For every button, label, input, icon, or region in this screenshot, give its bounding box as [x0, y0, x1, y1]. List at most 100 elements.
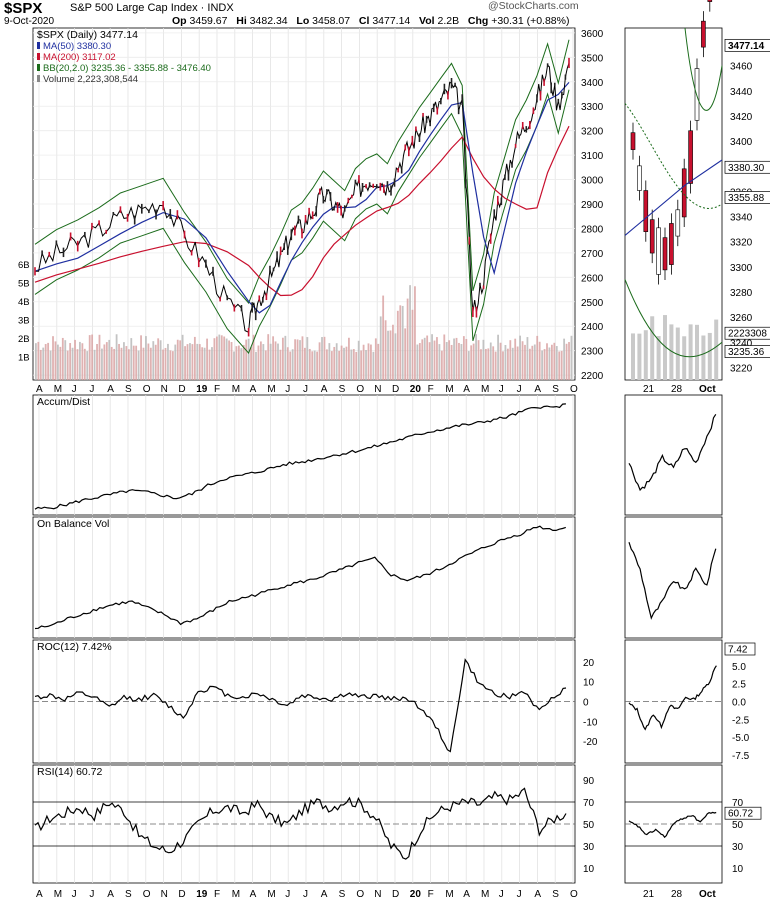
- price-candle: [507, 170, 510, 181]
- volume-bar: [326, 349, 328, 380]
- rsi-y-tick: 30: [583, 842, 595, 853]
- volume-bar: [565, 343, 568, 380]
- volume-bar: [98, 334, 101, 380]
- volume-bar: [225, 338, 228, 380]
- obv-line: [34, 525, 566, 630]
- volume-bar: [52, 336, 54, 380]
- volume-bar: [511, 347, 514, 380]
- price-candle: [529, 121, 531, 130]
- volume-bar: [101, 348, 103, 380]
- volume-bar: [335, 343, 338, 380]
- volume-bar: [39, 349, 42, 380]
- volume-bar: [519, 335, 521, 380]
- price-candle: [283, 243, 285, 250]
- volume-bar: [379, 316, 382, 380]
- price-candle: [55, 240, 58, 245]
- price-candle: [518, 134, 520, 139]
- volume-bar: [105, 342, 108, 380]
- zoom-candle: [656, 227, 661, 275]
- accum-dist-line: [34, 403, 566, 510]
- volume-bar: [426, 335, 429, 380]
- volume-bar: [228, 340, 230, 380]
- price-candle: [497, 195, 499, 205]
- price-candle: [205, 259, 207, 268]
- zoom-roc-y-tick: -5.0: [732, 733, 750, 744]
- volume-bar: [352, 349, 355, 380]
- price-y-tick: 3400: [581, 78, 604, 89]
- volume-bar: [465, 339, 468, 380]
- volume-bar: [140, 335, 142, 380]
- zoom-x-label: 21: [643, 889, 655, 900]
- zoom-y-tick: 3300: [730, 263, 753, 274]
- price-candle: [265, 293, 268, 301]
- price-legend-entry: MA(50) 3380.30: [43, 41, 111, 52]
- x-month-label: J: [285, 384, 290, 395]
- price-candle: [247, 327, 250, 337]
- index-name-text: S&P 500 Large Cap Index: [70, 2, 198, 14]
- price-candle: [279, 246, 282, 256]
- legend-swatch: [37, 64, 40, 71]
- source-credit[interactable]: @StockCharts.com: [488, 0, 579, 12]
- price-y-tick: 3100: [581, 151, 604, 162]
- price-candle: [521, 122, 524, 130]
- volume-bar: [196, 343, 199, 380]
- price-candle: [133, 215, 136, 225]
- price-candle: [472, 306, 474, 317]
- roc-line: [34, 658, 567, 753]
- x-month-label: A: [463, 889, 470, 900]
- zoom-y-tick: 3280: [730, 288, 753, 299]
- price-candle: [408, 146, 410, 157]
- volume-bar: [475, 334, 477, 380]
- x-month-label: J: [72, 889, 77, 900]
- zoom-x-label: Oct: [699, 889, 716, 900]
- price-candle: [326, 189, 328, 195]
- zoom-volume-bar: [643, 330, 648, 380]
- zoom-bb-low-tag-box: [724, 345, 770, 358]
- volume-bar: [132, 345, 135, 380]
- volume-bar: [304, 347, 306, 380]
- price-candle: [425, 115, 428, 123]
- price-candle: [322, 196, 325, 204]
- volume-bar: [308, 348, 311, 380]
- exchange-text: INDX: [207, 2, 234, 14]
- zoom-candle: [643, 190, 649, 232]
- price-legend-entry: BB(20,2.0) 3235.36 - 3355.88 - 3476.40: [43, 63, 211, 74]
- price-candle: [176, 210, 179, 220]
- price-candle: [251, 302, 253, 313]
- price-candle: [119, 206, 122, 213]
- volume-bar: [93, 349, 96, 380]
- volume-bar: [343, 347, 345, 380]
- zoom-ma50-line: [624, 159, 723, 236]
- price-candle: [411, 135, 414, 146]
- price-candle: [262, 296, 264, 303]
- x-month-label: 19: [196, 384, 208, 395]
- panel-frame-obv: [32, 516, 576, 639]
- x-month-label: M: [54, 384, 62, 395]
- volume-bar: [286, 347, 289, 380]
- volume-bar: [377, 343, 380, 380]
- zoom-bb-low-tag: 3235.36: [728, 347, 765, 358]
- price-candle: [155, 209, 157, 220]
- volume-bar: [79, 341, 81, 380]
- zoom-volume-bar: [631, 333, 635, 380]
- zoom-y-tick: 3240: [730, 338, 753, 349]
- volume-bar: [399, 305, 402, 380]
- volume-bar: [54, 341, 57, 380]
- volume-value: 2.2B: [437, 15, 460, 27]
- price-candle: [372, 183, 374, 188]
- volume-bar: [71, 347, 74, 380]
- roc-y-tick: 20: [583, 658, 595, 669]
- x-month-label: J: [72, 384, 77, 395]
- volume-bar: [570, 335, 573, 380]
- volume-bar: [541, 350, 544, 380]
- x-month-label: M: [481, 889, 489, 900]
- volume-bar: [64, 340, 67, 380]
- zoom-candle: [701, 20, 706, 48]
- volume-bar: [470, 345, 473, 380]
- volume-bar: [316, 351, 319, 380]
- ma200-line: [34, 125, 570, 297]
- volume-bar: [499, 342, 502, 380]
- price-candle: [84, 231, 86, 238]
- price-candle: [190, 250, 193, 256]
- price-candle: [457, 109, 460, 115]
